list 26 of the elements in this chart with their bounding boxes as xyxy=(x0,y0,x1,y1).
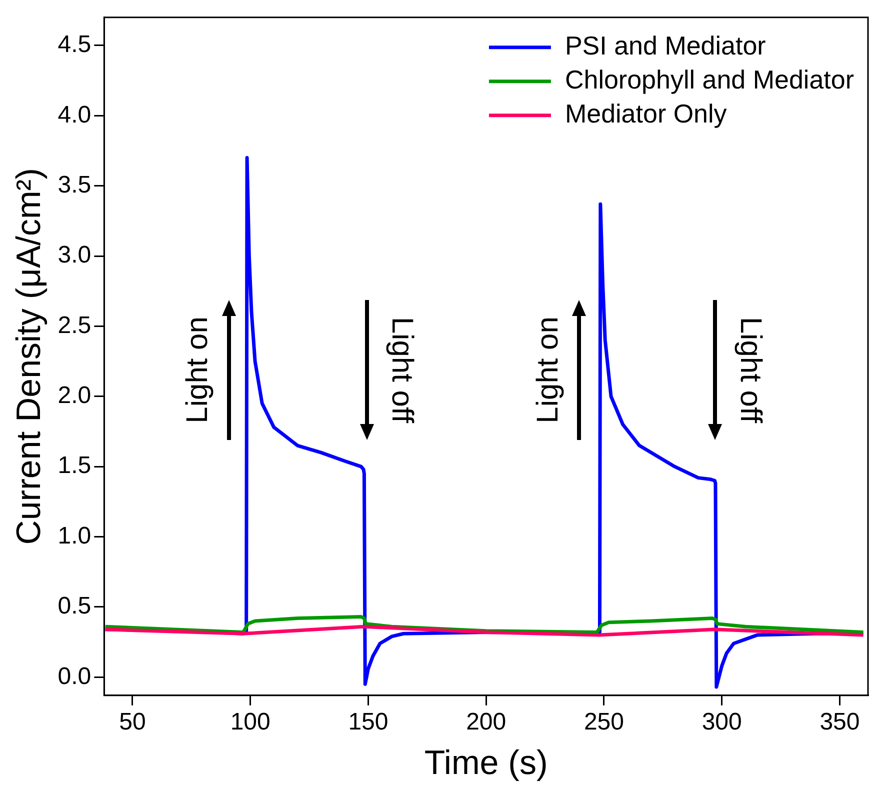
y-axis-title: Current Density (μA/cm²) xyxy=(10,168,48,545)
y-tick-label: 4.0 xyxy=(58,101,92,128)
x-tick-label: 350 xyxy=(820,708,860,736)
legend-label: Chlorophyll and Mediator xyxy=(564,64,854,95)
x-tick-label: 250 xyxy=(584,708,624,736)
y-tick-label: 0.0 xyxy=(58,662,92,690)
y-tick-label: 3.5 xyxy=(58,171,92,198)
legend-label: Mediator Only xyxy=(564,98,727,129)
x-tick-label: 50 xyxy=(119,708,146,736)
annotation: Light off xyxy=(734,316,767,424)
annotation: Light on xyxy=(532,316,565,424)
annotation: Light on xyxy=(180,316,214,424)
y-tick-label: 1.5 xyxy=(58,452,92,480)
x-axis-title: Time (s) xyxy=(424,744,548,782)
y-tick-label: 2.0 xyxy=(58,382,92,410)
y-tick-label: 3.0 xyxy=(58,242,92,269)
x-tick-label: 200 xyxy=(466,708,506,736)
x-tick-label: 300 xyxy=(702,708,742,736)
y-tick-label: 2.5 xyxy=(58,312,92,339)
y-tick-label: 1.0 xyxy=(58,522,92,550)
x-tick-label: 150 xyxy=(348,708,388,736)
legend-label: PSI and Mediator xyxy=(564,30,766,61)
annotation: Light off xyxy=(386,316,419,424)
y-tick-label: 0.5 xyxy=(58,592,92,620)
x-tick-label: 100 xyxy=(230,708,270,736)
y-tick-label: 4.5 xyxy=(58,31,92,58)
